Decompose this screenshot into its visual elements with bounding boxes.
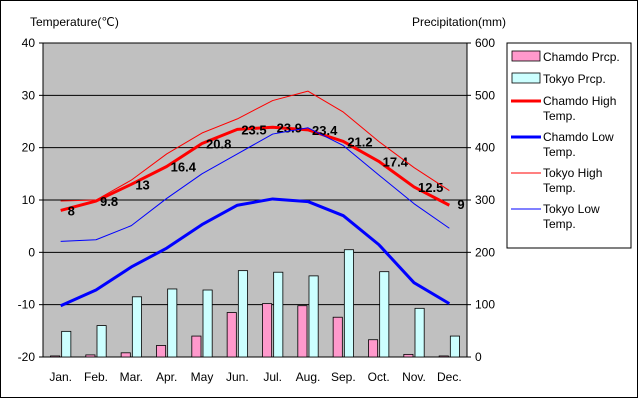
legend-label: Tokyo Low Temp. [543, 202, 600, 231]
legend-label: Tokyo Prcp. [543, 72, 606, 86]
right-tick-label: 600 [475, 36, 495, 50]
bar [120, 352, 131, 358]
bar [85, 354, 96, 358]
series-line [60, 125, 451, 212]
data-label: 23.5 [241, 122, 266, 137]
legend: Chamdo Prcp. Tokyo Prcp. Chamdo High Temp. C… [506, 42, 632, 249]
bar [449, 335, 460, 358]
x-tick-label: Jul. [263, 370, 282, 384]
legend-label: Chamdo High Temp. [543, 94, 616, 123]
bar [343, 249, 354, 358]
data-label: 17.4 [383, 154, 409, 169]
x-tick-label: Aug. [296, 370, 321, 384]
bar [297, 305, 308, 358]
left-tick-label: -10 [18, 298, 36, 312]
series-line [60, 197, 451, 308]
bar [379, 271, 390, 358]
x-tick-label: Jun. [226, 370, 249, 384]
bar [438, 355, 449, 358]
data-label: 16.4 [171, 160, 197, 175]
x-tick-label: May [191, 370, 214, 384]
left-tick-label: 40 [22, 36, 36, 50]
right-tick-label: 200 [475, 245, 495, 259]
series-line [60, 127, 450, 242]
right-tick-label: 300 [475, 193, 495, 207]
bar [50, 355, 61, 358]
right-tick-label: 400 [475, 141, 495, 155]
x-tick-label: Sep. [331, 370, 356, 384]
data-label: 12.5 [418, 180, 443, 195]
bar [202, 289, 213, 358]
data-label: 20.8 [206, 136, 231, 151]
data-label: 9.8 [100, 194, 118, 209]
x-tick-label: Apr. [156, 370, 177, 384]
left-tick-label: -20 [18, 350, 36, 364]
right-tick-label: 500 [475, 88, 495, 102]
left-tick-label: 30 [22, 88, 36, 102]
legend-swatch [511, 72, 541, 84]
x-tick-label: Mar. [120, 370, 143, 384]
legend-swatch [511, 50, 541, 62]
legend-box [506, 42, 632, 249]
bar [237, 270, 248, 358]
legend-label: Chamdo Prcp. [543, 50, 620, 64]
series-line [60, 90, 450, 202]
bar [273, 271, 284, 358]
right-tick-label: 100 [475, 298, 495, 312]
left-tick-label: 0 [28, 245, 35, 259]
x-tick-label: Jan. [49, 370, 72, 384]
x-tick-label: Oct. [368, 370, 390, 384]
data-label: 8 [68, 203, 75, 218]
left-tick-label: 10 [22, 193, 36, 207]
bar [368, 339, 379, 358]
bar [131, 296, 142, 358]
data-label: 23.4 [312, 123, 338, 138]
x-tick-label: Feb. [84, 370, 108, 384]
bar [332, 316, 343, 358]
bar [226, 312, 237, 358]
left-tick-label: 20 [22, 141, 36, 155]
plot-area: 8 9.8 13 16.4 20.8 23.5 23.9 23.4 21.2 17.4 12.5 9 4… [18, 36, 496, 384]
bar [156, 345, 167, 358]
data-label: 23.9 [277, 120, 302, 135]
bar [262, 303, 273, 358]
bar [61, 330, 72, 358]
bar [414, 307, 425, 358]
data-label: 9 [457, 197, 464, 212]
legend-label: Tokyo High Temp. [543, 166, 602, 195]
x-tick-label: Dec. [437, 370, 462, 384]
bar [191, 335, 202, 358]
legend-label: Chamdo Low Temp. [543, 130, 614, 159]
right-tick-label: 0 [475, 350, 482, 364]
bar [308, 275, 319, 358]
data-label: 13 [135, 177, 149, 192]
bar [167, 288, 178, 358]
bar [96, 325, 107, 358]
data-label: 21.2 [347, 134, 372, 149]
right-axis-title: Precipitation(mm) [412, 15, 506, 29]
x-tick-label: Nov. [402, 370, 426, 384]
left-axis-title: Temperature(℃) [30, 15, 119, 29]
bar [403, 353, 414, 358]
